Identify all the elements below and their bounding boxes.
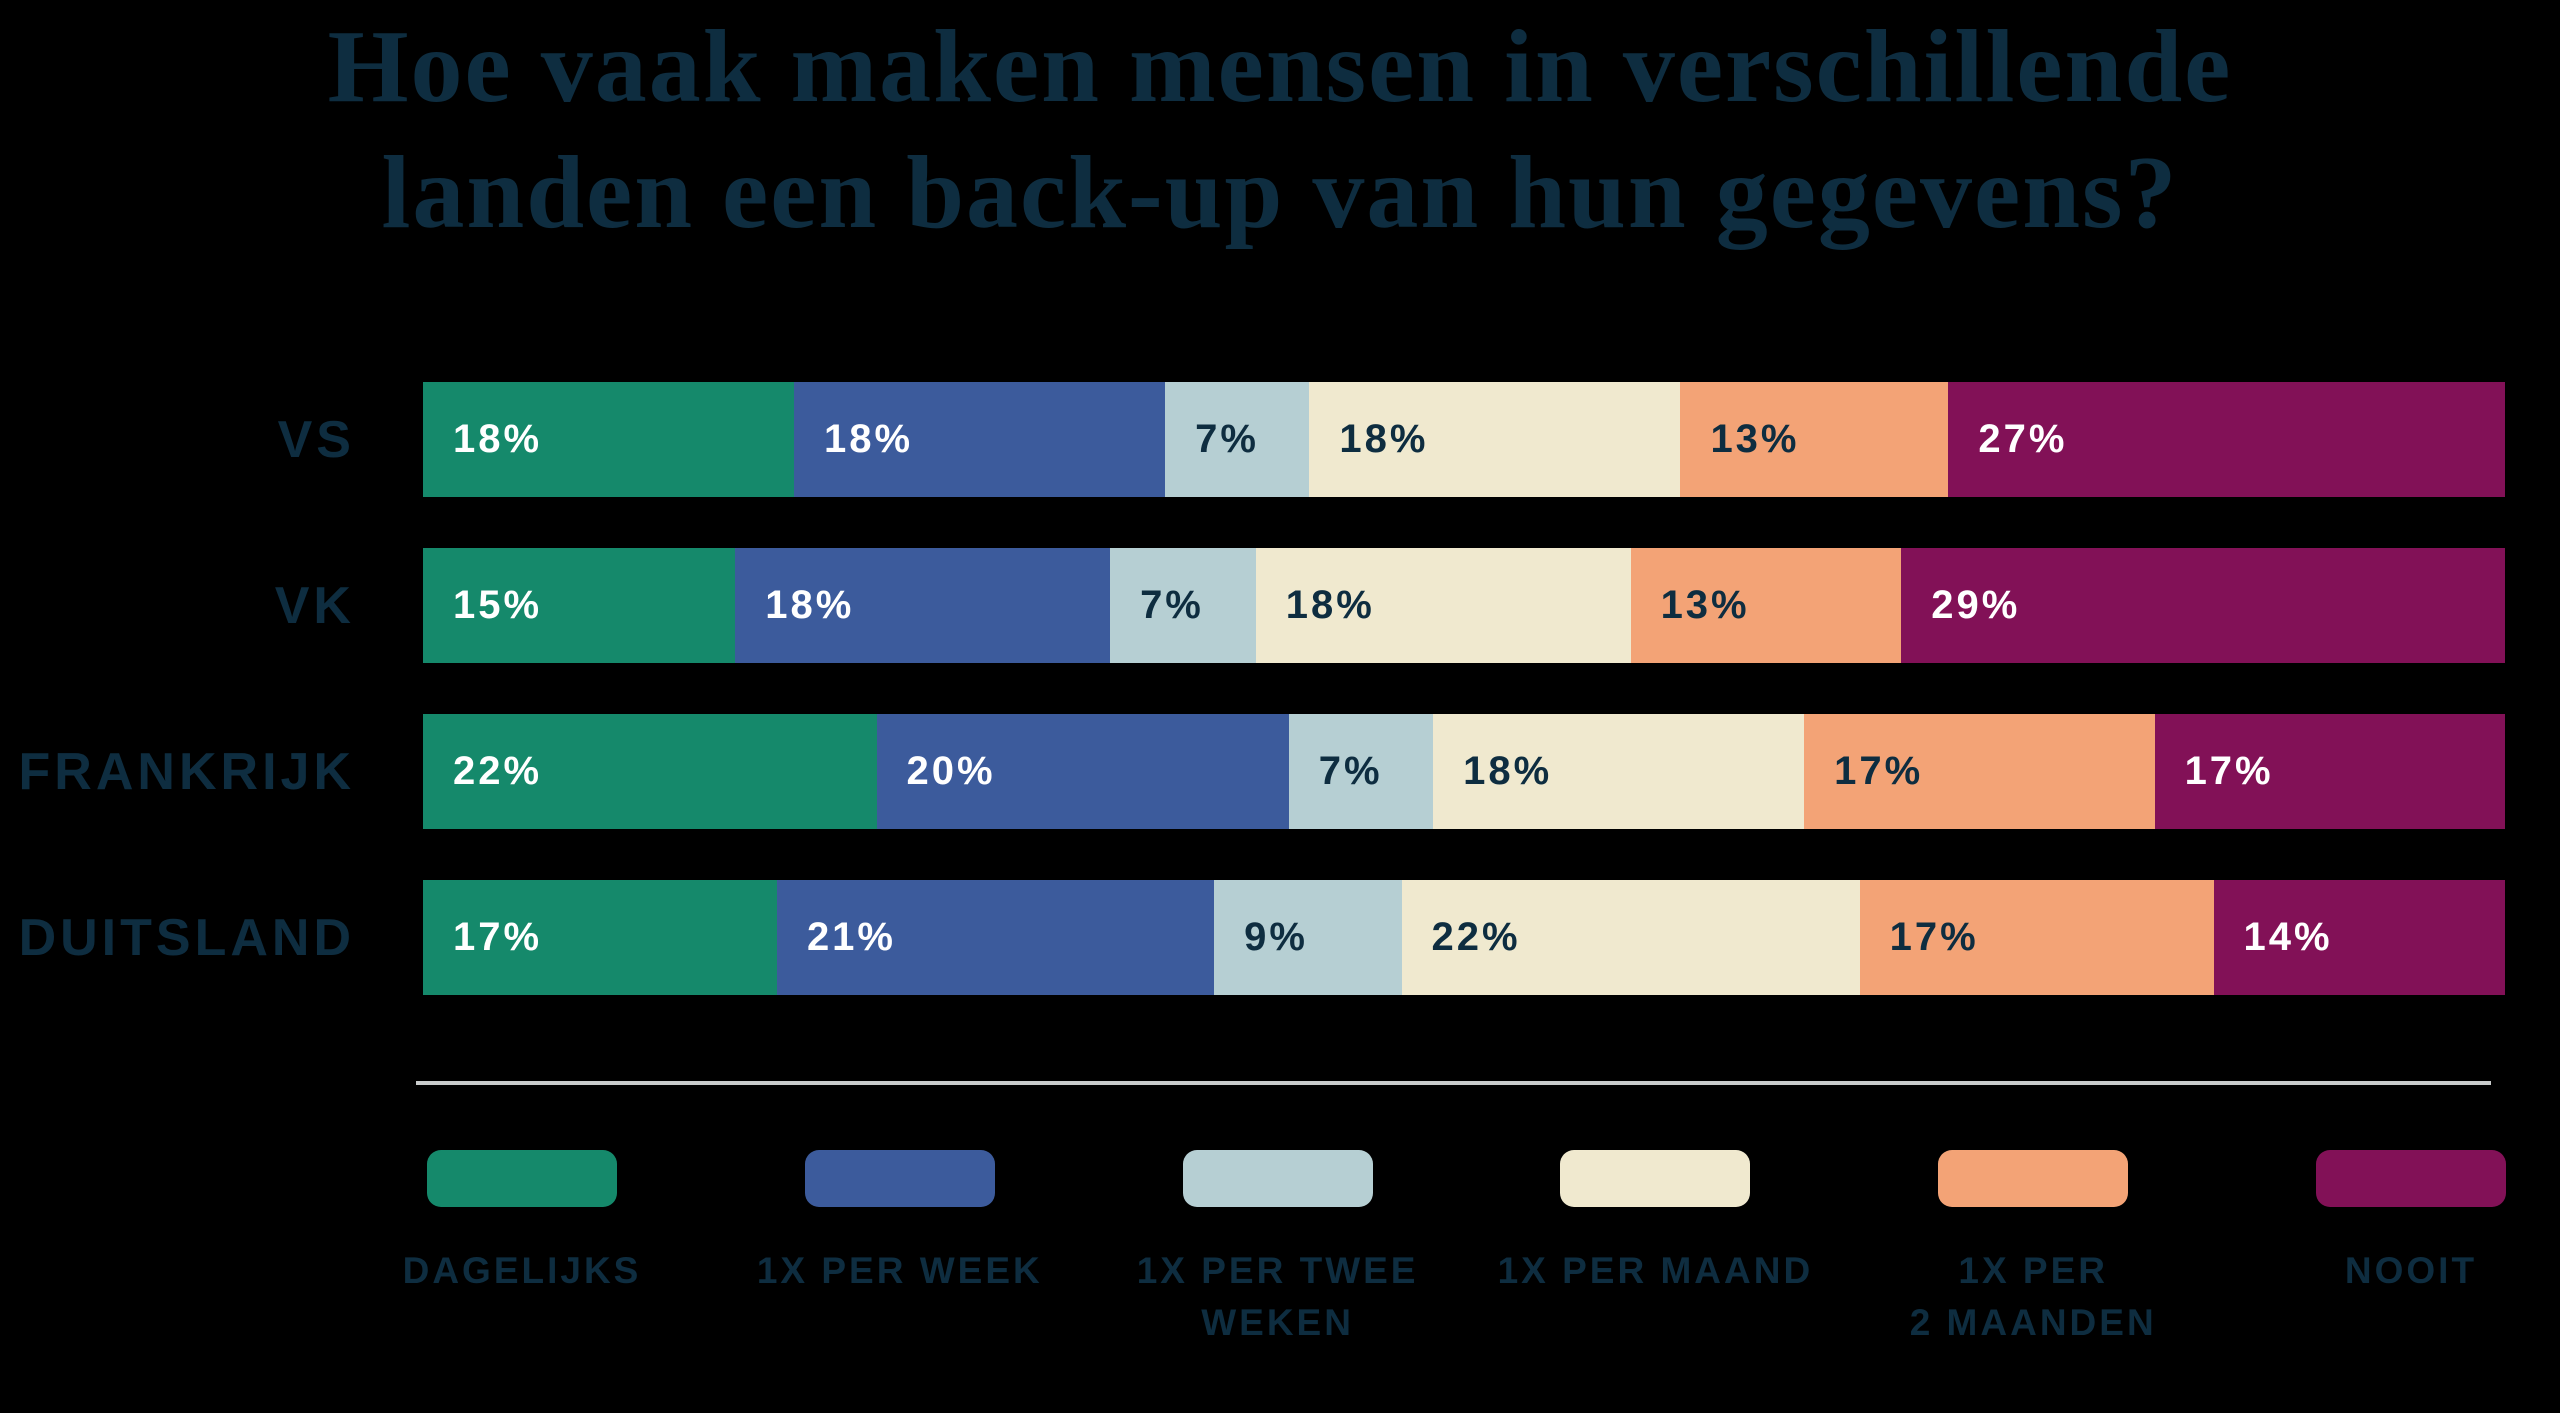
bar-segment-value: 22% [1431,915,1521,959]
chart-row-vk: VK 15% 18% 7% 18% 13% 29% [0,548,2505,663]
bar-segment-dagelijks: 15% [423,548,736,663]
bar-segment-1x-per-twee-weken: 7% [1165,382,1310,497]
row-bars: 17% 21% 9% 22% 17% 14% [423,880,2505,995]
legend-swatch-1x-per-twee-weken [1182,1150,1373,1207]
legend-label-line: DAGELIJKS [402,1250,642,1291]
bar-segment-value: 17% [2184,749,2274,793]
legend-label-line: WEKEN [1201,1302,1354,1343]
legend-label-1x-per-maand: 1X PER MAAND [1465,1245,1845,1297]
legend-item-nooit: NOOIT [2315,1150,2506,1349]
legend-swatch-1x-per-2-maanden [1938,1150,2129,1207]
bar-segment-value: 7% [1195,417,1259,461]
legend-label-line: 1X PER TWEE [1136,1250,1419,1291]
chart-title-line-2: landen een back-up van hun gegevens? [381,135,2179,250]
row-label-frankrijk: FRANKRIJK [18,742,355,801]
legend-swatch-nooit [2315,1150,2506,1207]
row-bars: 22% 20% 7% 18% 17% 17% [423,714,2505,829]
bar-segment-value: 18% [824,417,914,461]
legend-swatch-1x-per-maand [1560,1150,1751,1207]
bar-segment-1x-per-2-maanden: 17% [1859,880,2214,995]
bar-segment-value: 21% [806,915,896,959]
bar-segment-value: 20% [906,749,996,793]
bar-segment-nooit: 27% [1948,382,2505,497]
legend-label-line: 1X PER MAAND [1497,1250,1814,1291]
legend-label-1x-per-twee-weken: 1X PER TWEE WEKEN [1088,1245,1468,1349]
bar-segment-1x-per-twee-weken: 7% [1110,548,1256,663]
bar-segment-1x-per-maand: 22% [1401,880,1860,995]
row-label-vk: VK [274,576,355,635]
bar-segment-dagelijks: 18% [423,382,795,497]
bar-segment-value: 17% [1889,915,1979,959]
bar-segment-1x-per-week: 21% [776,880,1215,995]
row-bars: 15% 18% 7% 18% 13% 29% [423,548,2505,663]
bar-segment-1x-per-week: 18% [735,548,1111,663]
bar-segment-value: 18% [453,417,543,461]
bar-segment-value: 13% [1710,417,1800,461]
bar-segment-1x-per-maand: 18% [1255,548,1631,663]
bar-segment-1x-per-week: 18% [794,382,1166,497]
bar-segment-nooit: 17% [2154,714,2505,829]
bar-segment-value: 9% [1244,915,1308,959]
bar-segment-1x-per-maand: 18% [1433,714,1805,829]
stacked-bar-chart: VS 18% 18% 7% 18% 13% 27% VK 15% 18% 7% 18% 13% 29% FR… [0,382,2505,1046]
legend-label-1x-per-2-maanden: 1X PER 2 MAANDEN [1843,1245,2223,1349]
row-label-duitsland: DUITSLAND [18,908,355,967]
row-label-vs: VS [277,410,355,469]
bar-segment-1x-per-week: 20% [876,714,1289,829]
bar-segment-value: 17% [453,915,543,959]
bar-segment-1x-per-2-maanden: 13% [1630,548,1902,663]
bar-segment-nooit: 29% [1901,548,2505,663]
chart-title-line-1: Hoe vaak maken mensen in verschillende [327,9,2233,124]
legend-label-line: 1X PER [1958,1250,2108,1291]
bar-segment-1x-per-2-maanden: 13% [1680,382,1949,497]
bar-segment-value: 18% [1285,583,1375,627]
bar-segment-1x-per-twee-weken: 7% [1288,714,1434,829]
bar-segment-1x-per-2-maanden: 17% [1804,714,2155,829]
bar-segment-value: 7% [1140,583,1204,627]
legend-item-1x-per-2-maanden: 1X PER 2 MAANDEN [1910,1150,2154,1349]
bar-segment-nooit: 14% [2213,880,2505,995]
bar-segment-value: 27% [1978,417,2068,461]
bar-segment-value: 13% [1660,583,1750,627]
bar-segment-1x-per-maand: 18% [1309,382,1681,497]
bar-segment-value: 18% [765,583,855,627]
bar-segment-value: 14% [2243,915,2333,959]
bar-segment-value: 17% [1834,749,1924,793]
row-bars: 18% 18% 7% 18% 13% 27% [423,382,2505,497]
bar-segment-1x-per-twee-weken: 9% [1214,880,1402,995]
bar-segment-value: 29% [1931,583,2021,627]
legend-item-dagelijks: DAGELIJKS [403,1150,638,1349]
legend-swatch-1x-per-week [804,1150,995,1207]
chart-row-frankrijk: FRANKRIJK 22% 20% 7% 18% 17% 17% [0,714,2505,829]
legend-divider [416,1081,2491,1085]
bar-segment-value: 22% [453,749,543,793]
bar-segment-value: 18% [1463,749,1553,793]
bar-segment-dagelijks: 17% [423,880,777,995]
bar-segment-dagelijks: 22% [423,714,877,829]
bar-segment-value: 7% [1318,749,1383,793]
bar-segment-value: 15% [453,583,543,627]
legend-label-nooit: NOOIT [2221,1245,2560,1297]
legend-label-dagelijks: DAGELIJKS [332,1245,712,1297]
legend-item-1x-per-maand: 1X PER MAAND [1498,1150,1810,1349]
legend-item-1x-per-twee-weken: 1X PER TWEE WEKEN [1137,1150,1415,1349]
chart-legend: DAGELIJKS 1X PER WEEK 1X PER TWEE WEKEN 1X P… [403,1150,2506,1349]
legend-label-line: 1X PER WEEK [756,1250,1043,1291]
bar-segment-value: 18% [1339,417,1429,461]
legend-label-line: NOOIT [2344,1250,2478,1291]
chart-title: Hoe vaak maken mensen in verschillende l… [0,4,2560,256]
legend-label-line: 2 MAANDEN [1909,1302,2157,1343]
legend-label-1x-per-week: 1X PER WEEK [710,1245,1090,1297]
legend-item-1x-per-week: 1X PER WEEK [757,1150,1040,1349]
legend-swatch-dagelijks [427,1150,617,1207]
chart-row-duitsland: DUITSLAND 17% 21% 9% 22% 17% 14% [0,880,2505,995]
chart-row-vs: VS 18% 18% 7% 18% 13% 27% [0,382,2505,497]
